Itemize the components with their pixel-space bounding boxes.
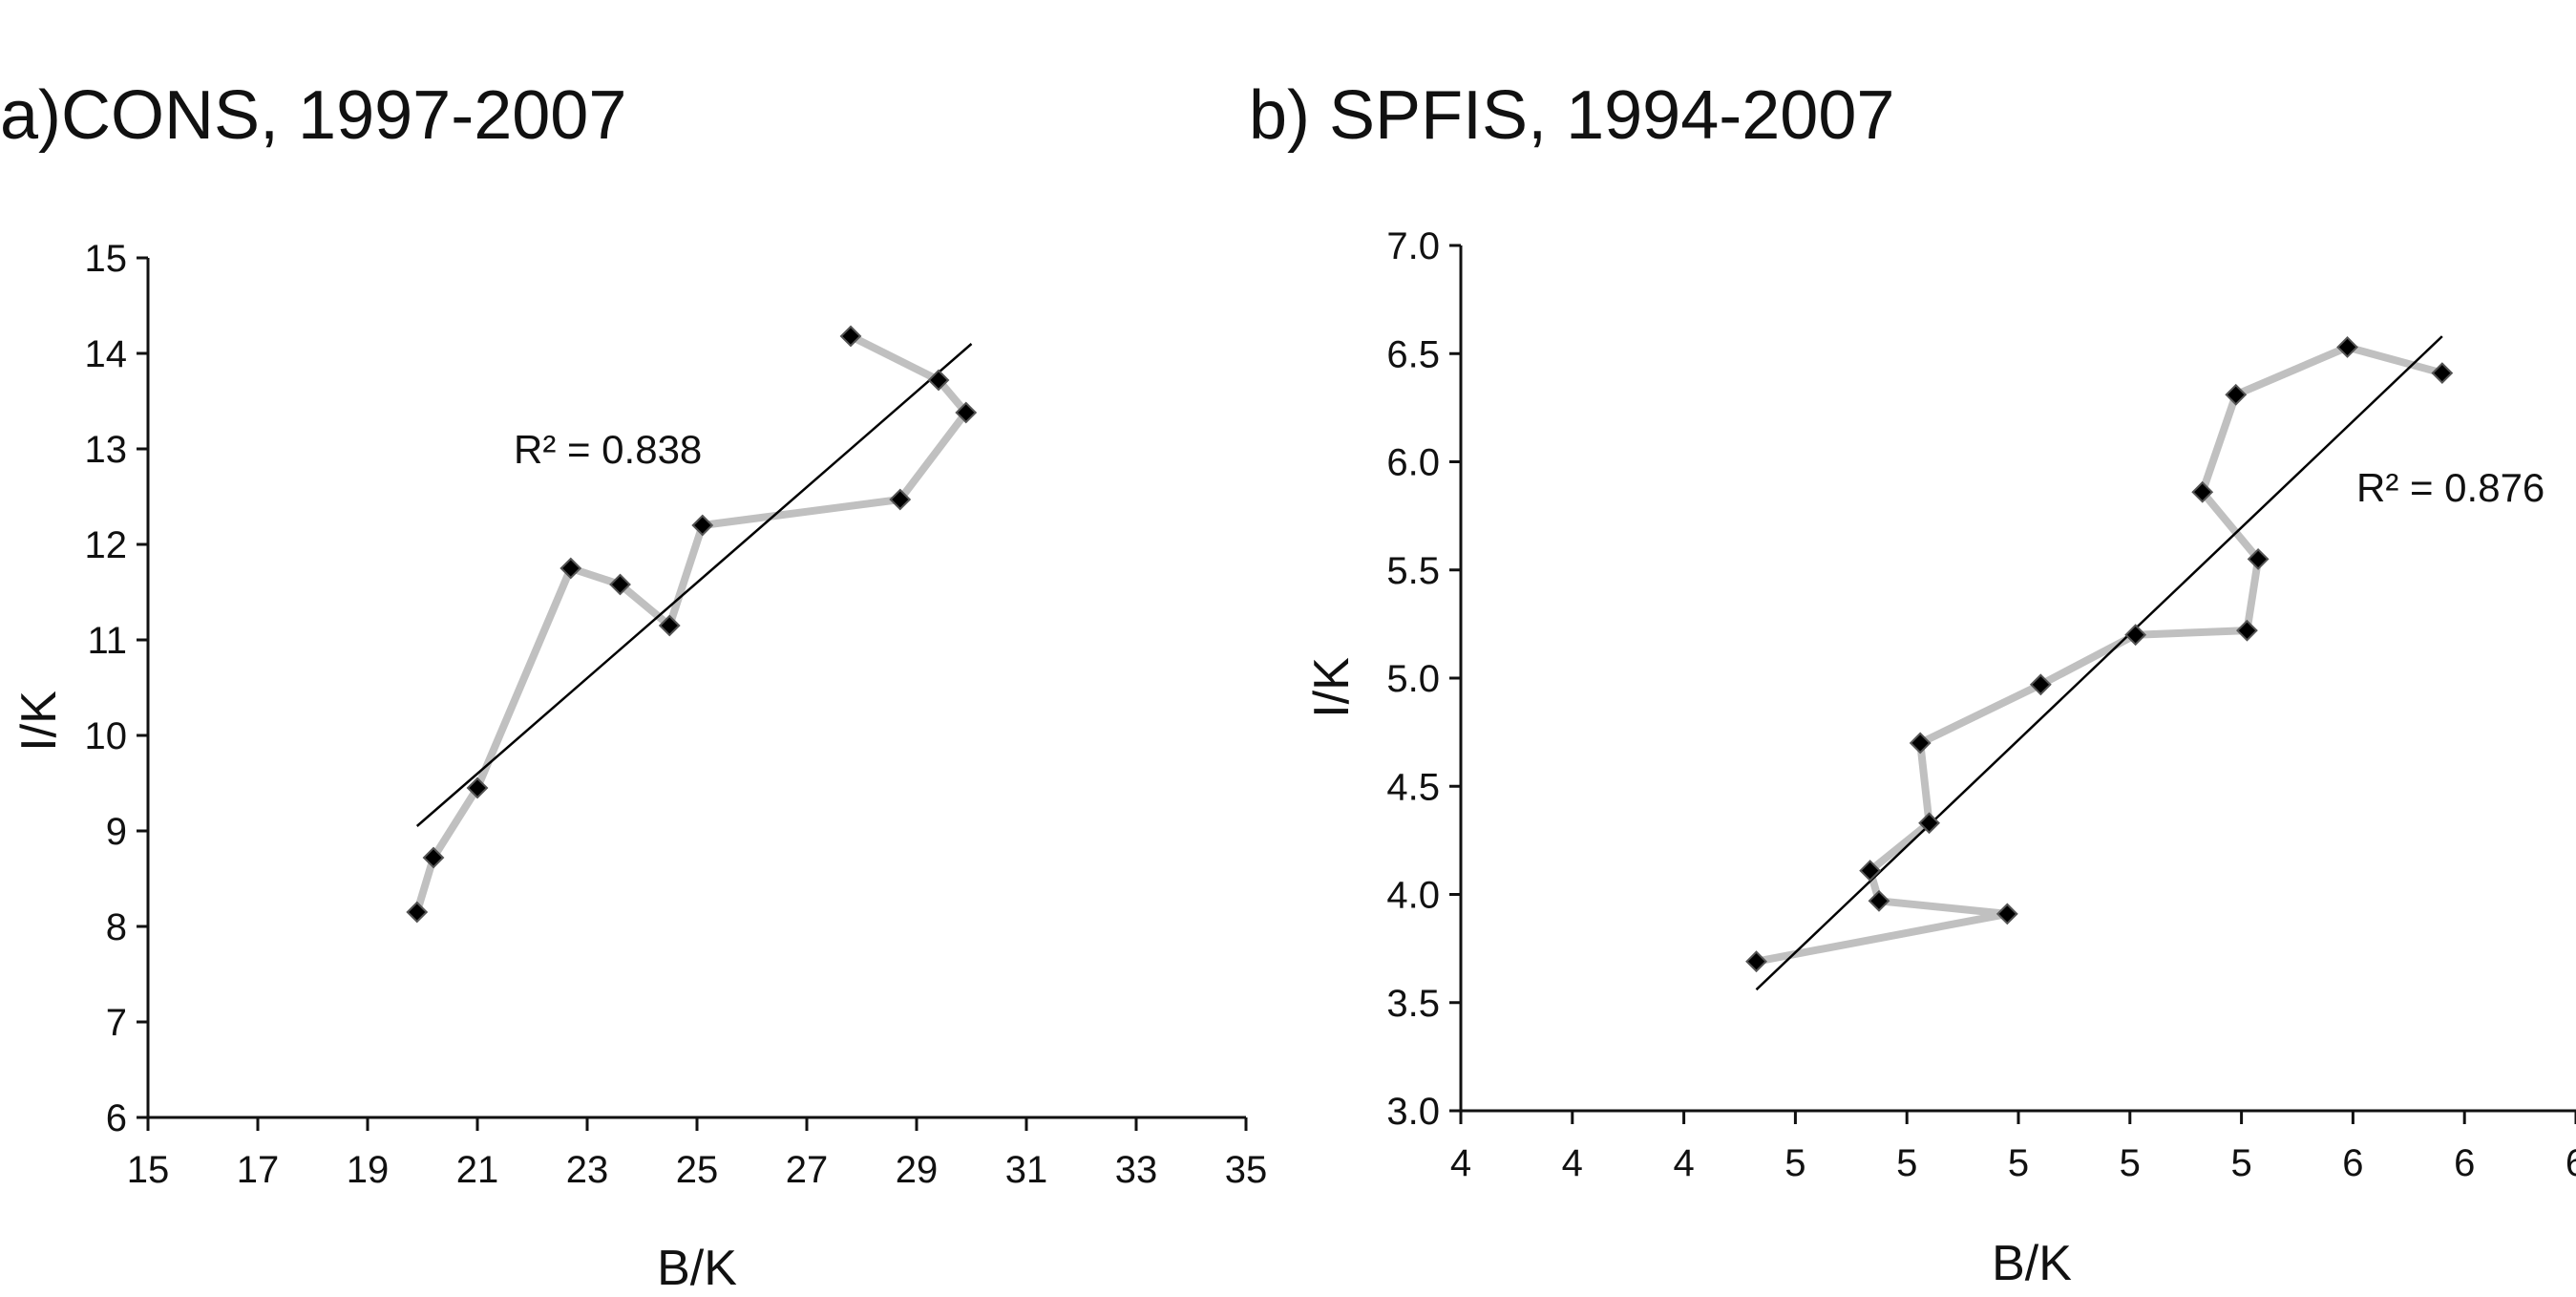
chart-a-x-tick-label: 19	[347, 1149, 390, 1191]
chart-b-data-point	[2336, 336, 2358, 358]
chart-b-series-line	[1755, 343, 2443, 966]
chart-a-xlabel: B/K	[657, 1241, 737, 1296]
chart-a-data-point	[927, 369, 950, 392]
chart-b-data-point	[2191, 480, 2214, 503]
chart-a-y-tick-label: 13	[85, 429, 128, 471]
chart-b-x-tick-label: 4	[1450, 1142, 1471, 1184]
chart-b-x-tick-label: 4	[1673, 1142, 1694, 1184]
chart-b-y-tick-label: 5.0	[1386, 658, 1440, 700]
chart-a-x-tick-label: 35	[1225, 1149, 1268, 1191]
chart-b-x-tick-label: 6	[2565, 1142, 2576, 1184]
chart-a-r2-annotation: R² = 0.838	[514, 427, 702, 472]
chart-a-data-point	[691, 514, 714, 537]
chart-a-y-tick-label: 12	[85, 524, 128, 566]
chart-b-data-point	[1745, 950, 1767, 973]
chart-b-trend-line	[1755, 335, 2443, 991]
chart-a-y-tick-label: 11	[87, 620, 127, 662]
chart-b-y-tick-label: 4.0	[1386, 875, 1440, 917]
chart-a-y-tick-label: 6	[106, 1097, 127, 1139]
chart-b-y-tick-label: 3.0	[1386, 1091, 1440, 1133]
chart-a-x-tick-label: 27	[786, 1149, 829, 1191]
chart-a-x-tick-label: 33	[1115, 1149, 1158, 1191]
chart-b-x-tick-label: 5	[2008, 1142, 2029, 1184]
chart-b-x-tick-label: 4	[1562, 1142, 1583, 1184]
chart-b-data-point	[1859, 860, 1882, 882]
chart-b-x-tick-label: 5	[2120, 1142, 2141, 1184]
chart-a-data-point	[955, 401, 978, 424]
chart-b-data-point	[2431, 362, 2454, 385]
chart-b-x-tick-label: 5	[2230, 1142, 2251, 1184]
chart-a-y-tick-label: 14	[85, 333, 128, 375]
chart-b-x-tick-label: 5	[1896, 1142, 1917, 1184]
chart-b-data-point	[2247, 548, 2270, 570]
chart-a-x-tick-label: 23	[566, 1149, 609, 1191]
chart-a-data-point	[406, 901, 429, 924]
chart-b-data-point	[1918, 812, 1940, 835]
chart-a-x-tick-label: 25	[676, 1149, 719, 1191]
chart-a-x-tick-label: 29	[896, 1149, 939, 1191]
chart-a-y-tick-label: 9	[106, 811, 127, 853]
chart-b-data-point	[2225, 383, 2248, 406]
chart-b-data-point	[1868, 889, 1890, 912]
chart-b-x-tick-label: 6	[2342, 1142, 2363, 1184]
chart-a-data-point	[560, 557, 582, 580]
chart-b: b) SPFIS, 1994-2007 I/K B/K R² = 0.876 3…	[1249, 77, 2576, 1291]
chart-b-title: b) SPFIS, 1994-2007	[1249, 77, 1894, 154]
chart-a-y-tick-label: 10	[85, 715, 128, 757]
chart-b-y-tick-label: 7.0	[1386, 225, 1440, 267]
chart-b-x-tick-label: 6	[2454, 1142, 2475, 1184]
chart-a-ylabel: I/K	[11, 691, 67, 752]
chart-a-data-point	[466, 776, 489, 799]
chart-a-y-tick-label: 15	[85, 238, 128, 280]
chart-b-data-point	[2236, 619, 2258, 642]
chart-b-y-tick-label: 6.5	[1386, 333, 1440, 375]
chart-a-data-point	[889, 488, 912, 511]
chart-b-y-tick-label: 3.5	[1386, 983, 1440, 1025]
chart-a: a)CONS, 1997-2007 I/K B/K R² = 0.838 6 7 8…	[0, 77, 1267, 1296]
chart-b-y-tick-label: 6.0	[1386, 442, 1440, 484]
chart-a-trend-line	[415, 343, 973, 827]
chart-b-y-tick-label: 5.5	[1386, 550, 1440, 592]
chart-a-data-point	[658, 614, 681, 637]
chart-a-y-tick-label: 8	[106, 906, 127, 948]
chart-b-data-point	[2124, 624, 2147, 647]
chart-b-r2-annotation: R² = 0.876	[2356, 465, 2544, 510]
chart-a-data-point	[609, 573, 631, 596]
chart-b-x-tick-label: 5	[1784, 1142, 1805, 1184]
chart-b-data-point	[2029, 673, 2052, 696]
chart-a-x-tick-label: 17	[237, 1149, 280, 1191]
chart-a-data-point	[839, 325, 862, 348]
chart-b-data-point	[1995, 903, 2018, 925]
chart-b-data-point	[1909, 732, 1932, 755]
chart-a-x-tick-label: 15	[127, 1149, 170, 1191]
chart-a-x-tick-label: 21	[456, 1149, 499, 1191]
chart-b-ylabel: I/K	[1304, 657, 1360, 718]
chart-a-y-tick-label: 7	[106, 1002, 127, 1044]
chart-a-data-point	[422, 846, 445, 869]
chart-b-xlabel: B/K	[1992, 1236, 2072, 1291]
chart-a-x-tick-label: 31	[1005, 1149, 1048, 1191]
chart-a-title: a)CONS, 1997-2007	[0, 77, 626, 154]
chart-b-y-tick-label: 4.5	[1386, 766, 1440, 808]
chart-a-series-line	[412, 332, 970, 914]
